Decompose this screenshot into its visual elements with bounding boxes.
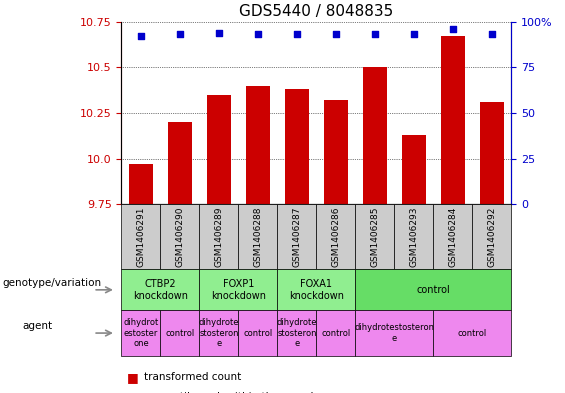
Text: dihydrote
stosteron
e: dihydrote stosteron e: [277, 318, 317, 348]
Text: GSM1406291: GSM1406291: [137, 207, 145, 267]
Bar: [285, 89, 308, 204]
Text: GSM1406288: GSM1406288: [254, 207, 262, 267]
Bar: [168, 122, 192, 204]
Text: dihydrot
estoster
one: dihydrot estoster one: [123, 318, 159, 348]
Text: GSM1406286: GSM1406286: [332, 207, 340, 267]
Text: GSM1406292: GSM1406292: [488, 207, 496, 267]
Point: [175, 31, 184, 38]
Text: CTBP2
knockdown: CTBP2 knockdown: [133, 279, 188, 301]
Text: control: control: [321, 329, 350, 338]
Point: [293, 31, 302, 38]
Bar: [402, 135, 425, 204]
Text: control: control: [244, 329, 272, 338]
Bar: [363, 67, 386, 204]
Text: FOXP1
knockdown: FOXP1 knockdown: [211, 279, 266, 301]
Text: transformed count: transformed count: [144, 372, 241, 382]
Text: agent: agent: [23, 321, 53, 331]
Point: [253, 31, 262, 38]
Point: [371, 31, 380, 38]
Bar: [480, 102, 503, 204]
Text: GSM1406287: GSM1406287: [293, 207, 301, 267]
Title: GDS5440 / 8048835: GDS5440 / 8048835: [239, 4, 394, 19]
Text: GSM1406285: GSM1406285: [371, 207, 379, 267]
Bar: [441, 36, 464, 204]
Text: ■: ■: [127, 371, 139, 384]
Bar: [324, 100, 347, 204]
Text: GSM1406293: GSM1406293: [410, 207, 418, 267]
Point: [410, 31, 419, 38]
Text: FOXA1
knockdown: FOXA1 knockdown: [289, 279, 344, 301]
Text: genotype/variation: genotype/variation: [3, 278, 102, 288]
Point: [137, 33, 146, 39]
Point: [215, 29, 224, 36]
Text: dihydrotestosteron
e: dihydrotestosteron e: [354, 323, 434, 343]
Text: percentile rank within the sample: percentile rank within the sample: [144, 392, 320, 393]
Text: ■: ■: [127, 390, 139, 393]
Point: [488, 31, 497, 38]
Bar: [207, 95, 231, 204]
Bar: [246, 86, 270, 204]
Point: [331, 31, 340, 38]
Text: GSM1406290: GSM1406290: [176, 207, 184, 267]
Text: control: control: [166, 329, 194, 338]
Text: GSM1406289: GSM1406289: [215, 207, 223, 267]
Text: control: control: [416, 285, 450, 295]
Text: control: control: [458, 329, 487, 338]
Point: [449, 26, 458, 32]
Text: GSM1406284: GSM1406284: [449, 207, 457, 267]
Text: dihydrote
stosteron
e: dihydrote stosteron e: [199, 318, 239, 348]
Bar: [129, 164, 153, 204]
